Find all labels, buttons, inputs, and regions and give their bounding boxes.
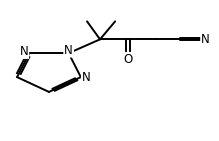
Text: N: N [19,45,28,58]
Text: O: O [124,53,133,66]
Text: N: N [82,71,91,84]
Text: N: N [64,44,73,57]
Text: N: N [201,33,210,46]
